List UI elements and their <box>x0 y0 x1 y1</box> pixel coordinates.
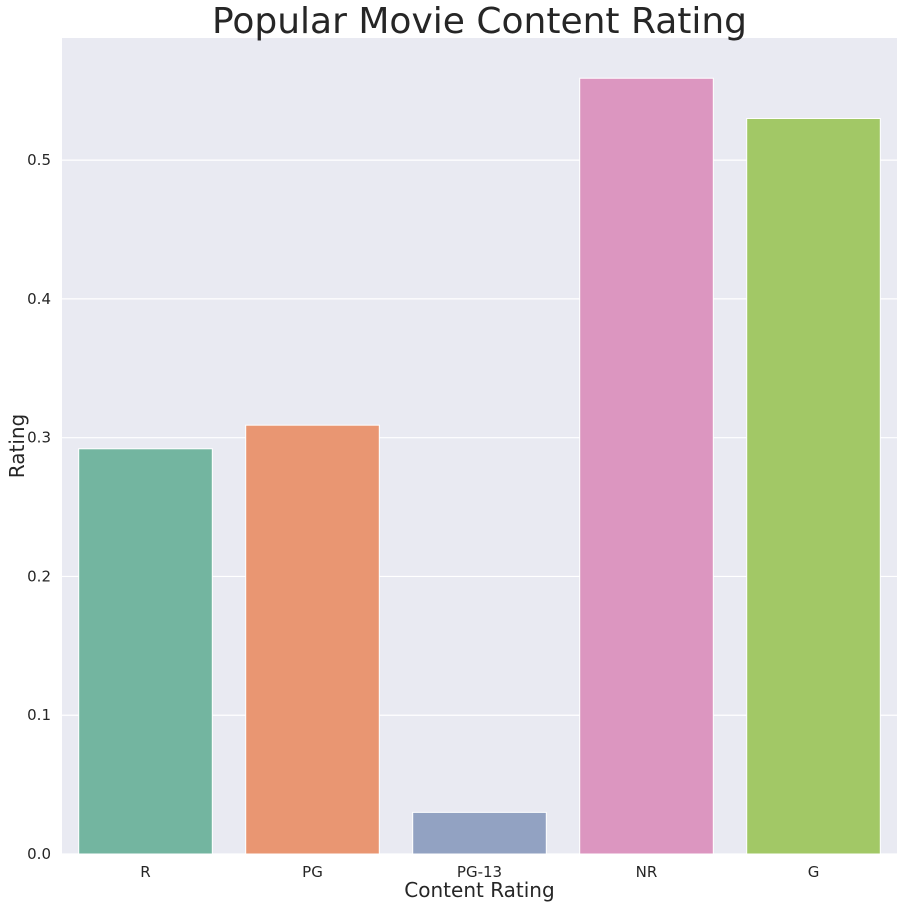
x-tick-label: G <box>808 863 820 881</box>
y-tick-label: 0.1 <box>27 706 51 724</box>
x-tick-label: R <box>140 863 150 881</box>
bars <box>78 77 881 855</box>
bar-nr <box>579 77 714 855</box>
y-axis-ticks: 0.0 0.1 0.2 0.3 0.4 0.5 <box>27 151 51 863</box>
y-tick-label: 0.2 <box>27 567 51 585</box>
x-tick-label: PG-13 <box>457 863 502 881</box>
x-axis-label: Content Rating <box>404 878 554 902</box>
x-tick-label: NR <box>636 863 658 881</box>
bar-r <box>78 448 213 855</box>
x-axis-ticks: R PG PG-13 NR G <box>140 863 819 881</box>
y-tick-label: 0.3 <box>27 429 51 447</box>
bar-pg <box>245 424 380 855</box>
x-tick-label: PG <box>302 863 323 881</box>
bar-g <box>746 117 881 855</box>
y-tick-label: 0.4 <box>27 290 51 308</box>
y-axis-label: Rating <box>5 414 29 478</box>
y-tick-label: 0.0 <box>27 845 51 863</box>
bar-pg-13 <box>412 811 547 855</box>
y-tick-label: 0.5 <box>27 151 51 169</box>
chart-title: Popular Movie Content Rating <box>212 1 747 42</box>
